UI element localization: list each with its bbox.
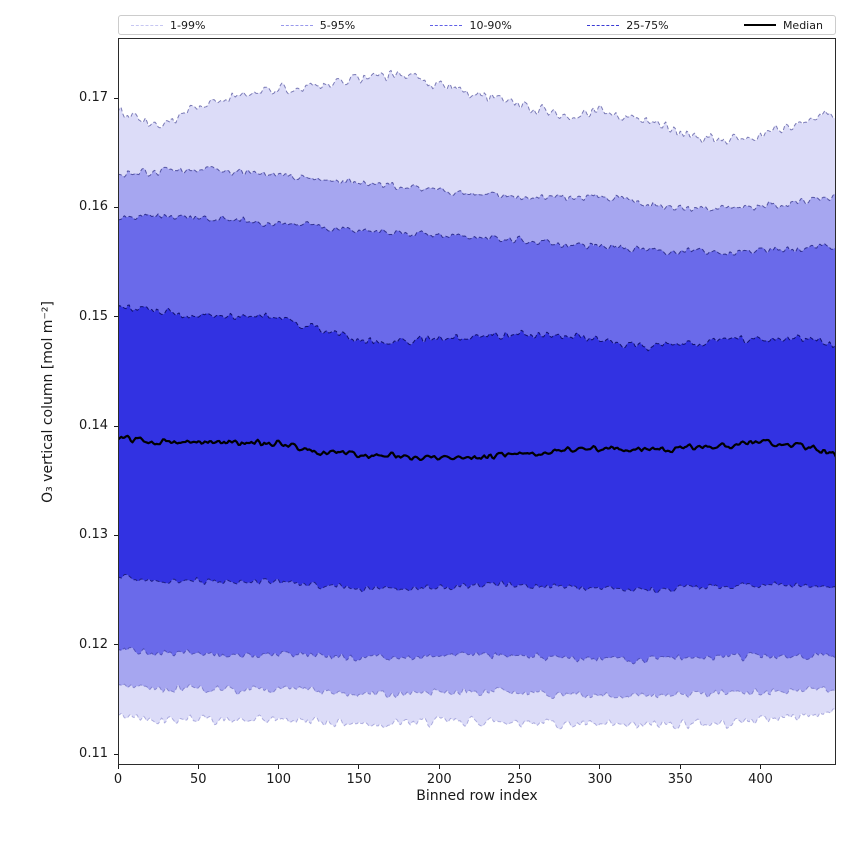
x-tick-label: 200 bbox=[426, 772, 452, 787]
legend-line-sample bbox=[743, 24, 776, 26]
x-tick-mark bbox=[599, 765, 601, 769]
legend-line-sample bbox=[131, 24, 163, 26]
y-tick-mark bbox=[114, 425, 118, 427]
y-axis-label-text: O₃ vertical column [mol m⁻²] bbox=[40, 300, 57, 503]
x-tick-label: 350 bbox=[667, 772, 693, 787]
x-tick-label: 50 bbox=[190, 772, 207, 787]
y-tick-mark bbox=[114, 97, 118, 99]
x-tick-label: 400 bbox=[748, 772, 773, 787]
x-tick-label: 250 bbox=[507, 772, 532, 787]
y-tick-label: 0.11 bbox=[79, 746, 108, 762]
x-tick-label: 150 bbox=[346, 772, 372, 787]
y-tick-label: 0.14 bbox=[79, 418, 108, 434]
percentile-band-chart bbox=[118, 38, 836, 765]
y-tick-mark bbox=[114, 206, 118, 208]
y-tick-mark bbox=[114, 644, 118, 646]
legend: 1-99% 5-95% 10-90% 25-75% Median bbox=[118, 15, 836, 35]
x-tick-mark bbox=[679, 765, 681, 769]
x-tick-mark bbox=[358, 765, 360, 769]
x-tick-mark bbox=[519, 765, 521, 769]
legend-item-25-75-: 25-75% bbox=[587, 18, 669, 32]
y-tick-mark bbox=[114, 753, 118, 755]
y-tick-mark bbox=[114, 316, 118, 318]
x-tick-label: 100 bbox=[266, 772, 292, 787]
legend-item-10-90-: 10-90% bbox=[430, 18, 512, 32]
legend-item-median: Median bbox=[743, 18, 823, 32]
x-tick-mark bbox=[278, 765, 280, 769]
legend-item-label: Median bbox=[782, 18, 823, 32]
y-axis-label: O₃ vertical column [mol m⁻²] bbox=[36, 38, 60, 765]
legend-line-sample bbox=[587, 24, 620, 26]
legend-item-label: 25-75% bbox=[626, 18, 669, 32]
x-tick-mark bbox=[117, 765, 119, 769]
y-tick-label: 0.12 bbox=[79, 636, 108, 652]
y-tick-mark bbox=[114, 534, 118, 536]
x-tick-mark bbox=[760, 765, 761, 769]
legend-item-label: 1-99% bbox=[170, 18, 206, 32]
y-tick-label: 0.16 bbox=[79, 199, 108, 215]
y-tick-label: 0.15 bbox=[79, 308, 108, 324]
x-axis-label: Binned row index bbox=[416, 788, 538, 804]
legend-item-5-95-: 5-95% bbox=[280, 18, 356, 32]
y-tick-label: 0.13 bbox=[79, 527, 108, 543]
legend-line-sample bbox=[280, 24, 313, 26]
legend-item-1-99-: 1-99% bbox=[131, 20, 205, 31]
x-tick-label: 0 bbox=[113, 772, 123, 787]
legend-line-sample bbox=[430, 24, 463, 26]
x-tick-mark bbox=[438, 765, 440, 769]
y-tick-label: 0.17 bbox=[79, 90, 108, 106]
legend-item-label: 5-95% bbox=[319, 18, 356, 32]
x-tick-mark bbox=[197, 765, 199, 769]
legend-item-label: 10-90% bbox=[469, 18, 512, 32]
x-tick-label: 300 bbox=[587, 772, 613, 787]
